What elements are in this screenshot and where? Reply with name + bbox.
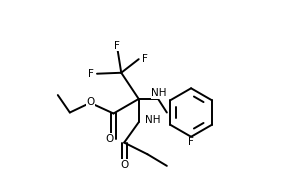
Text: F: F [88,69,93,79]
Text: F: F [142,54,148,64]
Text: O: O [86,97,94,107]
Text: NH: NH [145,115,160,125]
Text: NH: NH [151,88,167,98]
Text: F: F [114,41,120,51]
Text: O: O [106,134,114,144]
Text: O: O [120,160,128,170]
Text: F: F [188,137,194,147]
